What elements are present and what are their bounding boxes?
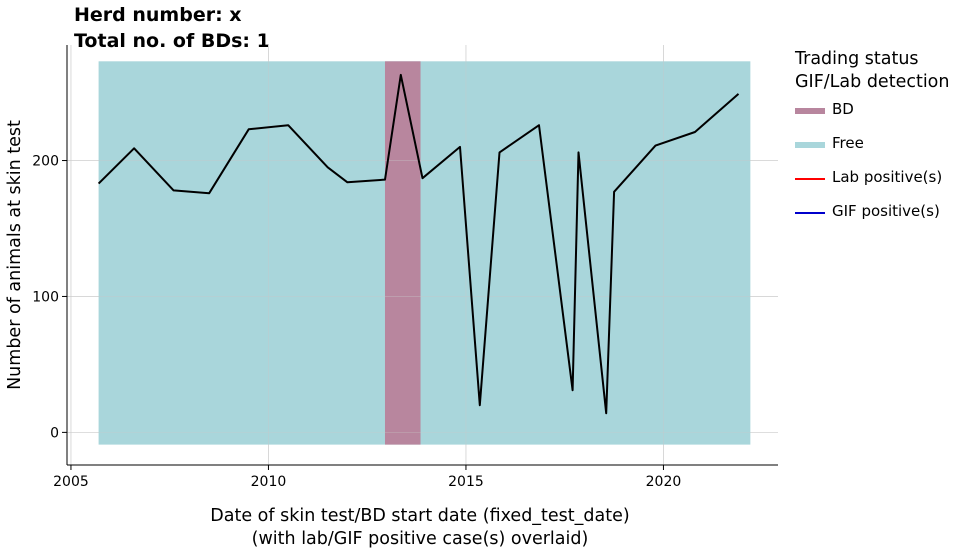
legend-label: GIF positive(s)	[832, 202, 940, 220]
legend-key	[795, 142, 825, 148]
legend-title-line-2: GIF/Lab detection	[795, 72, 950, 92]
legend-key	[795, 178, 825, 180]
chart-title: Herd number: x Total no. of BDs: 1	[74, 2, 270, 54]
legend: Trading status GIF/Lab detection BD Free L…	[795, 48, 949, 234]
x-axis-label-line-2: (with lab/GIF positive case(s) overlaid)	[251, 529, 589, 549]
band-free	[98, 61, 751, 445]
legend-item-free: Free	[795, 132, 949, 166]
legend-key	[795, 212, 825, 214]
animal-count-line	[97, 73, 740, 415]
legend-label: Lab positive(s)	[832, 168, 943, 186]
legend-items: BD Free Lab positive(s) GIF positive(s)	[795, 98, 949, 234]
y-tick-label: 200	[32, 154, 59, 170]
status-bands	[67, 45, 778, 465]
x-axis-label-line-1: Date of skin test/BD start date (fixed_t…	[210, 506, 630, 526]
x-tick-label: 2020	[646, 474, 682, 490]
y-axis-label: Number of animals at skin test	[5, 120, 25, 390]
y-tick-label: 0	[50, 425, 59, 441]
data-lines	[97, 73, 740, 415]
x-tick-label: 2010	[251, 474, 287, 490]
x-tick-label: 2005	[53, 474, 89, 490]
title-herd-number: Herd number: x	[74, 4, 242, 26]
legend-item-gif-positive-s: GIF positive(s)	[795, 200, 949, 234]
x-tick-label: 2015	[448, 474, 484, 490]
legend-label: BD	[832, 100, 854, 118]
axes: 2005 2010 2015 2020 0 100 200	[32, 45, 778, 490]
x-axis-label: Date of skin test/BD start date (fixed_t…	[130, 505, 710, 551]
band-bd	[384, 61, 421, 445]
legend-label: Free	[832, 134, 864, 152]
legend-key	[795, 108, 825, 114]
title-total-bds: Total no. of BDs: 1	[74, 30, 270, 52]
y-tick-label: 100	[32, 289, 59, 305]
legend-item-lab-positive-s: Lab positive(s)	[795, 166, 949, 200]
legend-title-line-1: Trading status	[795, 49, 919, 69]
legend-item-bd: BD	[795, 98, 949, 132]
